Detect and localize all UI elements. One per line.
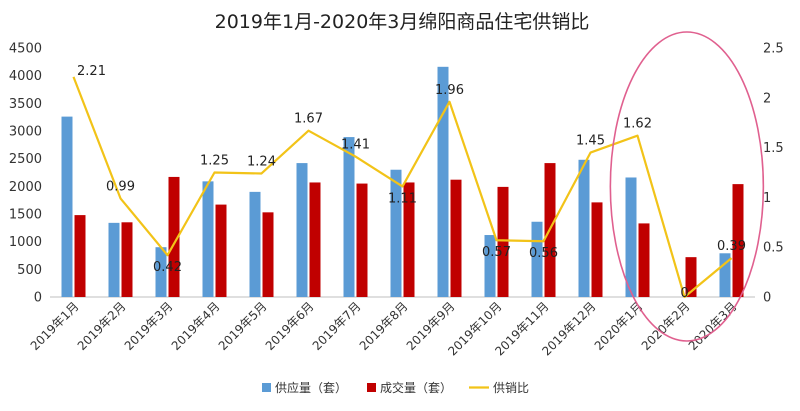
legend-label: 成交量（套） xyxy=(380,380,452,395)
bar-sales xyxy=(732,184,744,297)
bar-sales xyxy=(638,223,650,297)
data-label: 1.11 xyxy=(388,191,417,206)
x-tick-label: 2019年3月 xyxy=(122,299,176,353)
y-right-tick-label: 0.5 xyxy=(763,241,784,256)
y-right-tick-label: 1 xyxy=(763,191,771,206)
bar-sales xyxy=(121,222,133,297)
bar-sales xyxy=(309,182,321,297)
x-tick-label: 2020年1月 xyxy=(592,299,646,353)
x-tick-label: 2020年2月 xyxy=(639,299,693,353)
bar-supply xyxy=(61,116,73,297)
line-ratio xyxy=(72,76,733,299)
x-axis: 2019年1月2019年2月2019年3月2019年4月2019年5月2019年… xyxy=(28,296,755,358)
x-tick-label: 2020年3月 xyxy=(686,299,740,353)
line-layer xyxy=(72,76,733,299)
y-left-tick-label: 3500 xyxy=(9,97,42,112)
data-label: 0.42 xyxy=(153,260,182,275)
y-right-tick-label: 2.5 xyxy=(763,42,784,57)
bar-supply xyxy=(437,66,449,298)
chart-title: 2019年1月-2020年3月绵阳商品住宅供销比 xyxy=(215,11,590,33)
y-right-tick-label: 1.5 xyxy=(763,141,784,156)
bar-sales xyxy=(74,215,86,297)
bar-supply xyxy=(484,235,496,297)
data-label: 2.21 xyxy=(77,64,106,79)
highlight-ellipse xyxy=(609,31,765,342)
bar-supply xyxy=(578,159,590,297)
bar-supply xyxy=(296,163,308,297)
legend-swatch xyxy=(262,383,271,392)
bar-supply xyxy=(625,177,637,297)
bar-supply xyxy=(343,137,355,297)
y-left-tick-label: 0 xyxy=(34,291,42,306)
data-label-layer: 2.21 0.99 0.42 1.25 1.24 1.67 1.41 1.11 1.96 0.57… xyxy=(77,64,746,301)
bar-supply xyxy=(108,222,120,297)
x-tick-label: 2019年2月 xyxy=(75,299,129,353)
x-tick-label: 2019年7月 xyxy=(310,299,364,353)
legend-swatch xyxy=(367,383,376,392)
y-left-tick-label: 1500 xyxy=(9,208,42,223)
x-tick-label: 2019年4月 xyxy=(169,299,223,353)
bar-sales xyxy=(497,186,509,297)
y-right-tick-label: 0 xyxy=(763,291,771,306)
data-label: 1.45 xyxy=(576,134,605,149)
bar-sales xyxy=(403,182,415,297)
data-label: 0.39 xyxy=(717,239,746,254)
bar-sales xyxy=(215,204,227,297)
y-axis-left: 0 500 1000 1500 2000 2500 3000 3500 4000 4500 xyxy=(9,42,42,306)
bar-sales xyxy=(450,179,462,297)
data-label: 1.62 xyxy=(623,117,652,132)
y-left-tick-label: 4500 xyxy=(9,42,42,57)
x-tick-label: 2019年8月 xyxy=(357,299,411,353)
data-label: 1.24 xyxy=(247,154,276,169)
legend: 供应量（套） 成交量（套） 供销比 xyxy=(262,380,529,395)
annotation-layer xyxy=(609,31,765,342)
y-left-tick-label: 500 xyxy=(17,263,42,278)
bar-supply xyxy=(719,253,731,297)
bar-sales xyxy=(685,257,697,297)
bar-sales xyxy=(168,176,180,297)
legend-label: 供应量（套） xyxy=(275,380,347,395)
y-left-tick-label: 4000 xyxy=(9,69,42,84)
bar-sales xyxy=(591,202,603,297)
y-left-tick-label: 2000 xyxy=(9,180,42,195)
data-label: 0.56 xyxy=(529,246,558,261)
bar-supply xyxy=(531,221,543,297)
bar-supply xyxy=(249,191,261,297)
data-label: 1.96 xyxy=(435,83,464,98)
data-label: 0 xyxy=(680,286,688,301)
bar-supply xyxy=(390,169,402,297)
x-tick-label: 2019年1月 xyxy=(28,299,82,353)
legend-label: 供销比 xyxy=(493,381,529,395)
y-left-tick-label: 1000 xyxy=(9,235,42,250)
data-label: 0.57 xyxy=(482,245,511,260)
data-label: 1.67 xyxy=(294,112,323,127)
y-left-tick-label: 2500 xyxy=(9,152,42,167)
x-tick-label: 2019年5月 xyxy=(216,299,270,353)
y-axis-right: 0 0.5 1 1.5 2 2.5 xyxy=(763,42,784,306)
y-left-tick-label: 3000 xyxy=(9,125,42,140)
bar-sales xyxy=(356,183,368,297)
x-tick-label: 2019年6月 xyxy=(263,299,317,353)
data-label: 0.99 xyxy=(106,179,135,194)
bar-sales xyxy=(262,212,274,297)
bar-supply xyxy=(202,181,214,297)
y-right-tick-label: 2 xyxy=(763,91,771,106)
data-label: 1.25 xyxy=(200,154,229,169)
bar-supply xyxy=(155,247,167,297)
data-label: 1.41 xyxy=(341,138,370,153)
